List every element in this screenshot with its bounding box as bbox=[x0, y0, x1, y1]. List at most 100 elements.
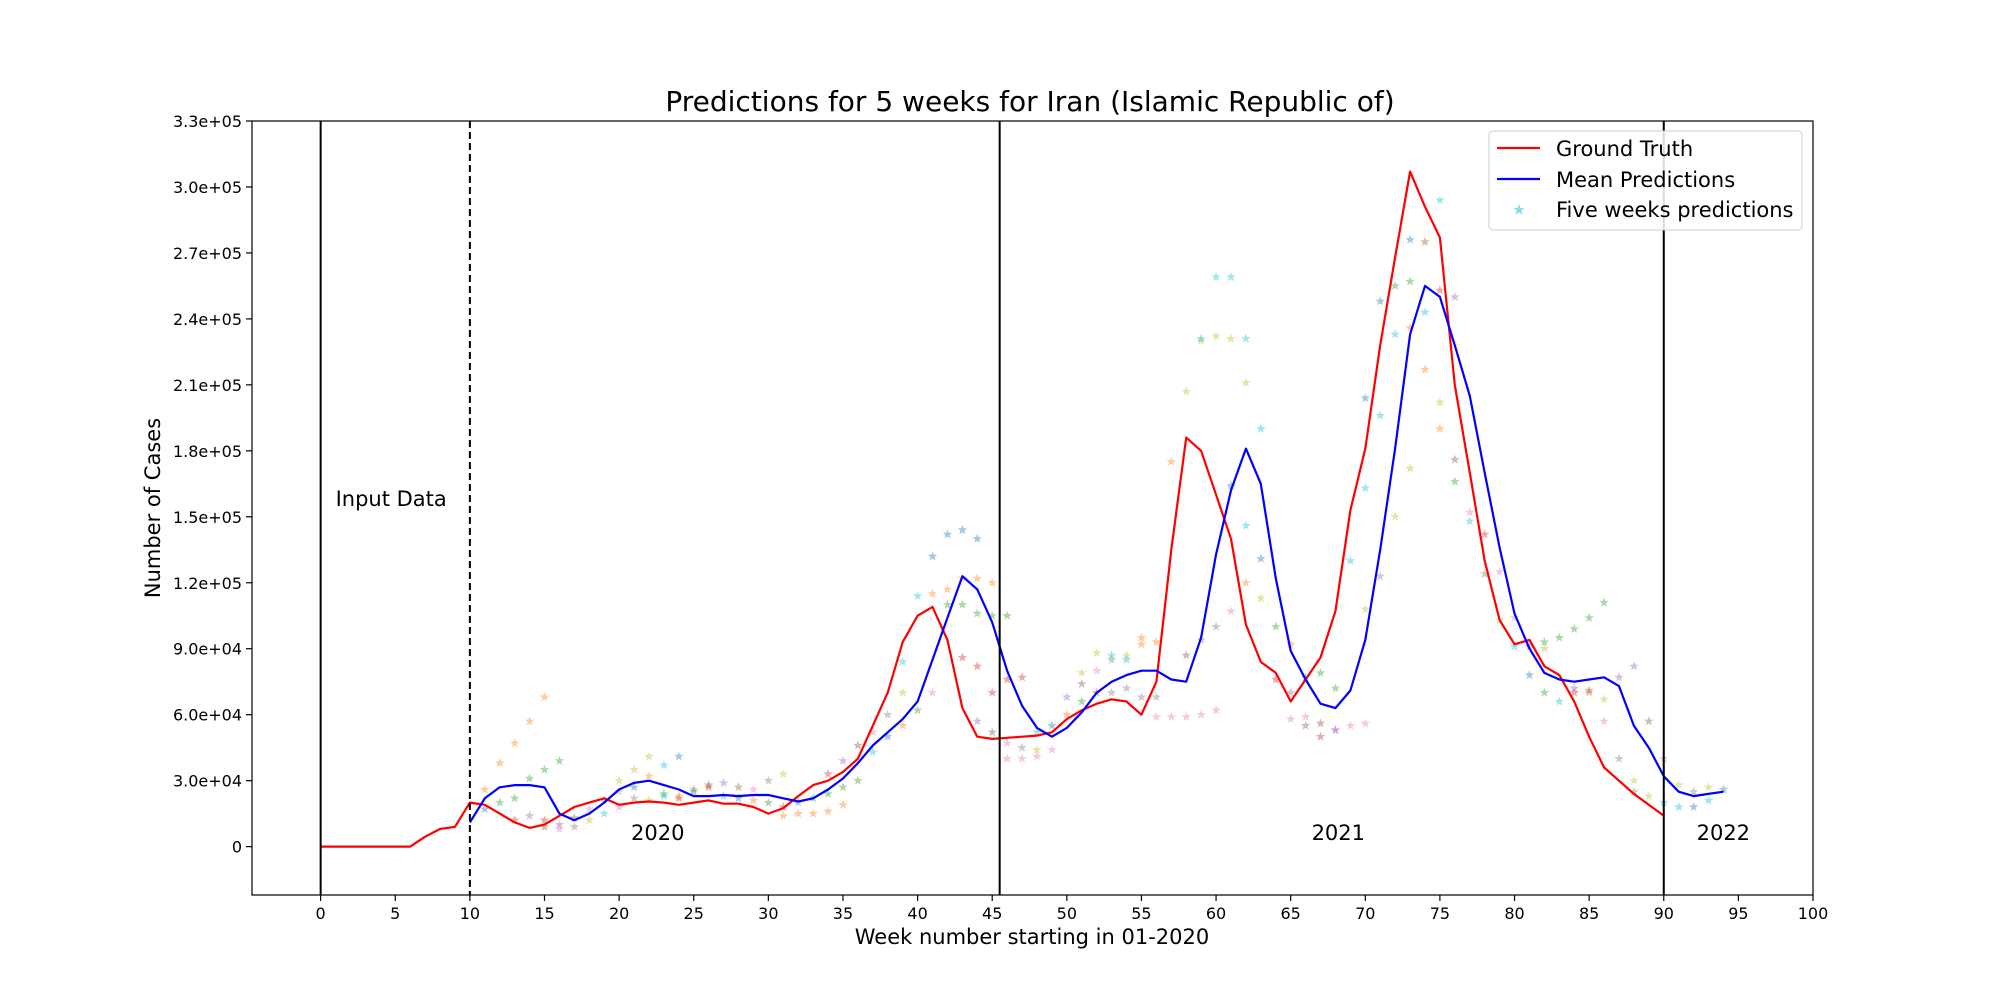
prediction-point bbox=[1450, 476, 1460, 486]
prediction-point bbox=[614, 786, 624, 796]
prediction-point bbox=[1599, 716, 1609, 726]
prediction-point bbox=[509, 815, 520, 825]
prediction-point bbox=[554, 824, 565, 834]
prediction-point bbox=[1226, 606, 1236, 616]
legend-label-ground-truth: Ground Truth bbox=[1556, 137, 1693, 161]
chart-title: Predictions for 5 weeks for Iran (Islami… bbox=[665, 85, 1394, 118]
prediction-point bbox=[1077, 696, 1087, 706]
legend-swatch-five-weeks-predictions bbox=[1513, 204, 1525, 215]
prediction-point bbox=[1017, 672, 1027, 682]
x-tick-label: 20 bbox=[609, 904, 629, 923]
prediction-point bbox=[733, 793, 744, 803]
prediction-point bbox=[942, 529, 953, 539]
prediction-point bbox=[883, 709, 893, 719]
prediction-point bbox=[509, 738, 520, 748]
prediction-point bbox=[1062, 709, 1072, 719]
prediction-point bbox=[793, 808, 803, 818]
prediction-point bbox=[1300, 672, 1311, 682]
prediction-point bbox=[1017, 742, 1027, 752]
prediction-point bbox=[1405, 276, 1415, 286]
prediction-point bbox=[1450, 291, 1460, 301]
prediction-point bbox=[838, 799, 848, 809]
prediction-point bbox=[1241, 377, 1251, 387]
prediction-point bbox=[1509, 641, 1520, 651]
y-tick-label: 3.0e+04 bbox=[173, 772, 242, 791]
prediction-point bbox=[763, 775, 774, 785]
prediction-point bbox=[778, 769, 788, 779]
prediction-point bbox=[897, 687, 908, 697]
prediction-point bbox=[838, 755, 848, 765]
x-tick-label: 25 bbox=[684, 904, 704, 923]
prediction-point bbox=[1032, 727, 1042, 737]
prediction-point bbox=[957, 599, 968, 609]
prediction-point bbox=[1360, 604, 1370, 614]
prediction-point bbox=[868, 727, 878, 737]
x-tick-label: 90 bbox=[1654, 904, 1674, 923]
prediction-point bbox=[1256, 423, 1266, 433]
prediction-point bbox=[1360, 718, 1370, 728]
prediction-point bbox=[1121, 683, 1132, 693]
prediction-point bbox=[972, 716, 982, 726]
prediction-point bbox=[912, 591, 923, 600]
prediction-point bbox=[1539, 687, 1550, 697]
prediction-point bbox=[539, 692, 550, 702]
x-tick-label: 40 bbox=[907, 904, 927, 923]
prediction-point bbox=[584, 804, 594, 814]
prediction-point bbox=[703, 782, 714, 792]
prediction-point bbox=[1077, 678, 1087, 688]
x-tick-label: 80 bbox=[1504, 904, 1524, 923]
legend: Ground Truth Mean Predictions Five weeks… bbox=[1488, 130, 1803, 231]
legend-label-five-weeks-predictions: Five weeks predictions bbox=[1556, 198, 1794, 222]
prediction-point bbox=[599, 795, 609, 805]
x-tick-label: 0 bbox=[316, 904, 326, 923]
prediction-point bbox=[1584, 687, 1594, 697]
prediction-point bbox=[808, 808, 818, 818]
y-tick-label: 3.3e+05 bbox=[173, 112, 242, 131]
annotation-label: Input Data bbox=[336, 487, 447, 511]
prediction-point bbox=[1450, 454, 1460, 464]
prediction-point bbox=[644, 795, 654, 805]
prediction-point bbox=[1151, 692, 1162, 702]
prediction-point bbox=[1181, 650, 1191, 660]
prediction-point bbox=[1599, 597, 1609, 607]
prediction-point bbox=[1241, 520, 1251, 530]
prediction-point bbox=[1629, 661, 1639, 671]
prediction-point bbox=[972, 533, 982, 543]
prediction-point bbox=[1673, 802, 1684, 812]
prediction-point bbox=[1435, 285, 1445, 295]
prediction-point bbox=[1584, 612, 1594, 622]
y-tick-label: 6.0e+04 bbox=[173, 706, 242, 725]
x-tick-label: 85 bbox=[1579, 904, 1599, 923]
prediction-point bbox=[1047, 744, 1057, 754]
y-tick-label: 3.0e+05 bbox=[173, 178, 242, 197]
y-tick-label: 1.5e+05 bbox=[173, 508, 242, 527]
prediction-point bbox=[718, 777, 729, 787]
prediction-point bbox=[1002, 674, 1012, 684]
prediction-point bbox=[554, 819, 565, 829]
x-tick-label: 70 bbox=[1355, 904, 1375, 923]
prediction-point bbox=[1315, 667, 1326, 677]
prediction-point bbox=[1271, 621, 1281, 631]
prediction-point bbox=[838, 782, 848, 792]
prediction-point bbox=[1554, 696, 1565, 706]
prediction-point bbox=[972, 661, 982, 671]
prediction-point bbox=[1420, 364, 1430, 374]
prediction-point bbox=[1077, 667, 1087, 677]
prediction-point bbox=[1017, 753, 1027, 763]
prediction-point bbox=[987, 577, 997, 587]
prediction-point bbox=[495, 797, 505, 807]
prediction-point bbox=[1345, 555, 1356, 565]
prediction-point bbox=[524, 716, 535, 726]
prediction-point bbox=[1390, 329, 1400, 339]
prediction-point bbox=[1435, 423, 1445, 433]
prediction-point bbox=[1211, 621, 1221, 631]
prediction-point bbox=[1047, 720, 1057, 730]
prediction-point bbox=[1196, 333, 1206, 343]
prediction-point bbox=[1211, 272, 1221, 282]
y-tick-label: 2.7e+05 bbox=[173, 244, 242, 263]
prediction-point bbox=[1241, 333, 1251, 343]
prediction-point bbox=[1211, 705, 1221, 715]
prediction-point bbox=[853, 775, 863, 785]
x-tick-label: 35 bbox=[833, 904, 853, 923]
